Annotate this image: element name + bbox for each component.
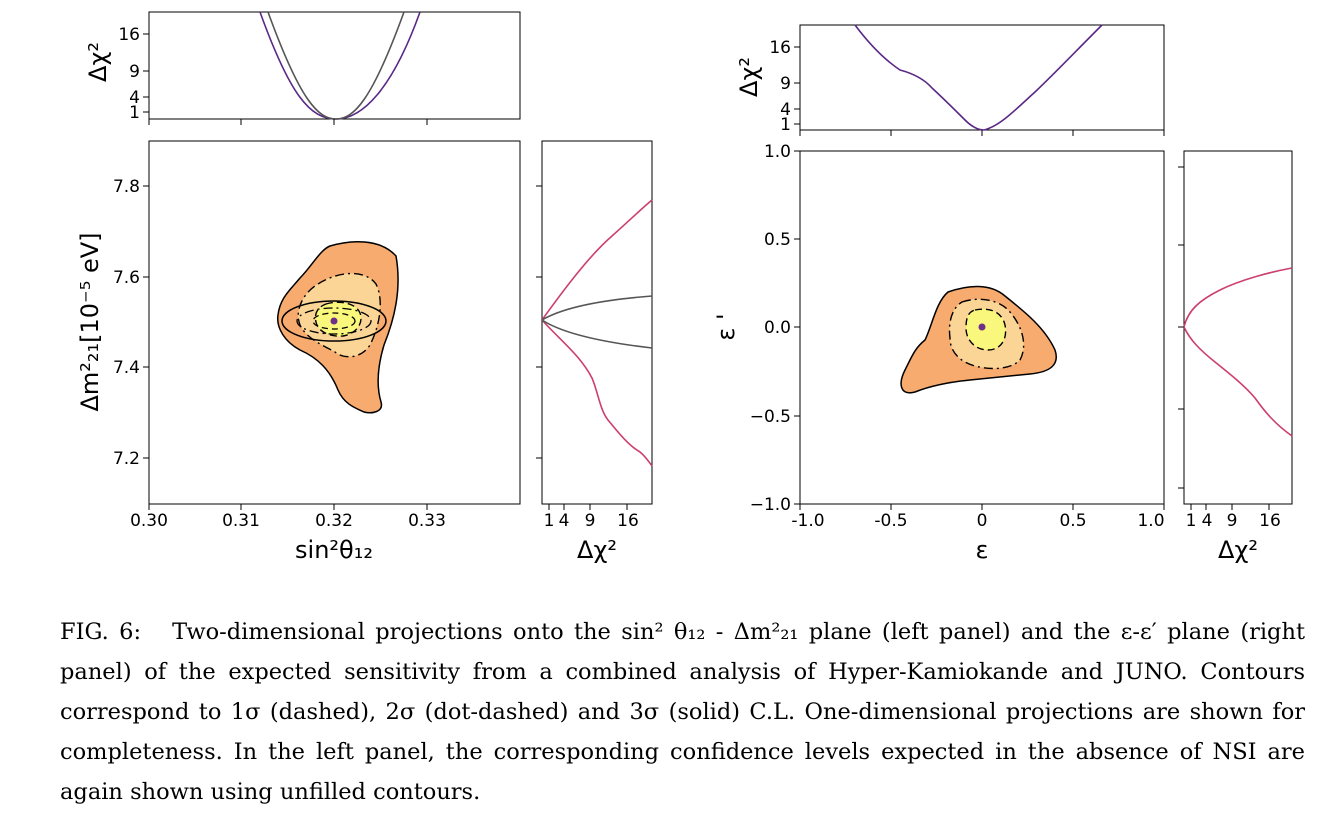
right-right-xtick-1: 1 bbox=[1186, 511, 1197, 531]
left-no-nsi-2sigma bbox=[296, 307, 372, 335]
left-ytick-7.6: 7.6 bbox=[113, 268, 140, 288]
right-xtick-3: 0.5 bbox=[1059, 511, 1086, 531]
right-contour-1sigma bbox=[965, 308, 1007, 351]
right-xlabel: ε bbox=[976, 536, 989, 564]
left-right-profile-no-nsi-curve bbox=[540, 295, 653, 349]
right-ytick-1.0: 1.0 bbox=[764, 142, 791, 162]
right-main-plot: -1.0 -0.5 0 0.5 1.0 1.0 0.5 0.0 −0.5 −1.… bbox=[712, 142, 1165, 564]
right-top-ytick-1: 1 bbox=[780, 115, 791, 135]
right-top-ytick-16: 16 bbox=[769, 38, 791, 58]
right-ytick-0.5: 0.5 bbox=[764, 230, 791, 250]
right-right-profile-xlabel: Δχ² bbox=[1218, 536, 1258, 564]
left-right-xtick-16: 16 bbox=[617, 511, 639, 531]
left-top-ytick-1: 1 bbox=[129, 103, 140, 123]
right-ytick-neg1.0: −1.0 bbox=[750, 495, 791, 515]
figure-caption: FIG. 6: Two-dimensional projections onto… bbox=[60, 612, 1305, 812]
left-no-nsi-1sigma bbox=[312, 312, 356, 330]
right-top-profile-ylabel: Δχ² bbox=[735, 57, 763, 97]
right-ytick-neg0.5: −0.5 bbox=[750, 407, 791, 427]
right-right-xtick-9: 9 bbox=[1227, 511, 1238, 531]
left-ytick-7.2: 7.2 bbox=[113, 449, 140, 469]
right-xtick-2: 0 bbox=[977, 511, 988, 531]
right-right-profile-curve bbox=[1183, 267, 1293, 437]
left-top-profile-ylabel: Δχ² bbox=[84, 42, 112, 82]
left-ylabel: Δm²₂₁[10⁻⁵ eV] bbox=[76, 232, 104, 411]
right-right-xtick-4: 4 bbox=[1202, 511, 1213, 531]
right-panel: 16 9 4 1 Δχ² bbox=[712, 24, 1293, 564]
right-best-fit-point bbox=[978, 323, 986, 331]
left-no-nsi-3sigma bbox=[281, 300, 387, 342]
figure: 16 9 4 1 Δχ² bbox=[76, 11, 1293, 564]
left-top-ytick-4: 4 bbox=[129, 88, 140, 108]
right-xtick-1: -0.5 bbox=[874, 511, 907, 531]
left-right-xtick-1: 1 bbox=[544, 511, 555, 531]
left-top-profile: 16 9 4 1 Δχ² bbox=[84, 11, 521, 125]
left-xtick-1: 0.31 bbox=[222, 511, 260, 531]
left-right-xtick-4: 4 bbox=[559, 511, 570, 531]
left-xtick-0: 0.30 bbox=[130, 511, 168, 531]
left-right-profile-nsi-curve bbox=[541, 199, 653, 467]
left-right-xtick-9: 9 bbox=[585, 511, 596, 531]
left-top-ytick-16: 16 bbox=[118, 25, 140, 45]
right-right-profile: 1 4 9 16 Δχ² bbox=[1178, 150, 1293, 564]
right-top-ytick-9: 9 bbox=[780, 74, 791, 94]
left-contour-1sigma bbox=[314, 301, 362, 337]
left-panel: 16 9 4 1 Δχ² bbox=[76, 11, 653, 564]
right-ylabel: ε ' bbox=[712, 313, 740, 340]
left-top-profile-nsi-curve bbox=[259, 11, 421, 120]
figure-label: FIG. 6: bbox=[60, 619, 142, 645]
caption-text: Two-dimensional projections onto the sin… bbox=[60, 619, 1305, 805]
right-top-profile: 16 9 4 1 Δχ² bbox=[735, 24, 1165, 136]
right-ytick-0.0: 0.0 bbox=[764, 318, 791, 338]
left-xlabel: sin²θ₁₂ bbox=[295, 536, 373, 564]
left-main-plot: 0.30 0.31 0.32 0.33 7.8 7.6 7.4 7.2 sin²… bbox=[76, 140, 521, 564]
left-right-profile: 1 4 9 16 Δχ² bbox=[536, 140, 653, 564]
right-xtick-0: -1.0 bbox=[791, 511, 824, 531]
right-top-ytick-4: 4 bbox=[780, 100, 791, 120]
right-right-xtick-16: 16 bbox=[1259, 511, 1281, 531]
left-ytick-7.4: 7.4 bbox=[113, 358, 140, 378]
left-ytick-7.8: 7.8 bbox=[113, 177, 140, 197]
left-best-fit-point bbox=[330, 317, 338, 325]
left-top-ytick-9: 9 bbox=[129, 62, 140, 82]
right-xtick-4: 1.0 bbox=[1137, 511, 1164, 531]
right-top-profile-curve bbox=[854, 24, 1103, 131]
left-xtick-2: 0.32 bbox=[315, 511, 353, 531]
left-right-profile-xlabel: Δχ² bbox=[577, 536, 617, 564]
left-top-profile-no-nsi-curve bbox=[267, 11, 405, 120]
left-xtick-3: 0.33 bbox=[408, 511, 446, 531]
